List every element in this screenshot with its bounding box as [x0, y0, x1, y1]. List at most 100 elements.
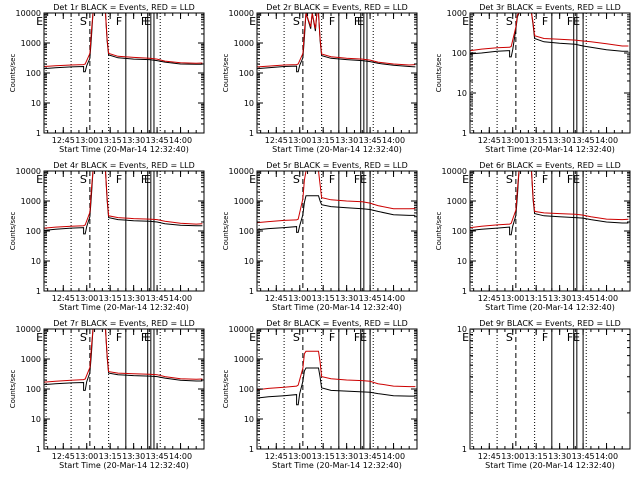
y-tick-label: 1000	[234, 355, 254, 364]
y-tick-label: 100	[452, 227, 467, 236]
y-tick-label: 1	[36, 129, 41, 138]
x-axis-label: Start Time (20-Mar-14 12:32:40)	[59, 303, 189, 312]
series-line-events	[470, 13, 629, 58]
chart-title: Det 2r BLACK = Events, RED = LLD	[266, 3, 408, 12]
x-tick-label: 13:15	[99, 452, 122, 461]
y-tick-label: 1000	[447, 197, 467, 206]
y-tick-label: 100	[239, 385, 254, 394]
x-tick-label: 14:00	[382, 136, 405, 145]
event-marker-label: E	[249, 331, 256, 344]
x-tick-label: 12:45	[265, 136, 288, 145]
series-line-lld	[257, 13, 416, 68]
event-marker-label: F	[354, 173, 360, 186]
x-tick-label: 13:15	[525, 294, 548, 303]
x-tick-label: 13:15	[312, 294, 335, 303]
series-line-events	[44, 329, 203, 391]
x-axis-label: Start Time (20-Mar-14 12:32:40)	[272, 303, 402, 312]
y-tick-label: 10	[31, 415, 41, 424]
event-marker-label: F	[354, 331, 360, 344]
series-line-events	[44, 13, 203, 73]
x-tick-label: 13:00	[501, 294, 524, 303]
chart-title: Det 1r BLACK = Events, RED = LLD	[53, 3, 195, 12]
y-tick-label: 10	[244, 257, 254, 266]
x-tick-label: 13:15	[525, 452, 548, 461]
chart-title: Det 5r BLACK = Events, RED = LLD	[266, 161, 408, 170]
plot-frame	[469, 12, 631, 134]
y-tick-label: 1	[36, 445, 41, 454]
y-tick-label: 10000	[229, 325, 254, 334]
x-tick-label: 13:00	[288, 452, 311, 461]
plot-frame	[43, 328, 205, 450]
x-tick-label: 13:45	[146, 294, 169, 303]
y-tick-label: 1000	[234, 39, 254, 48]
event-marker-label: E	[462, 331, 469, 344]
y-tick-label: 1000	[21, 355, 41, 364]
event-marker-label: F	[329, 173, 335, 186]
x-tick-label: 13:45	[359, 294, 382, 303]
y-tick-label: 10000	[16, 167, 41, 176]
x-tick-label: 13:30	[548, 136, 571, 145]
event-marker-label: E	[144, 15, 151, 28]
y-tick-label: 10000	[229, 167, 254, 176]
event-marker-label: E	[573, 331, 580, 344]
event-marker-label: E	[36, 15, 43, 28]
x-axis-label: Start Time (20-Mar-14 12:32:40)	[485, 303, 615, 312]
y-axis-label: Counts/sec	[9, 54, 17, 93]
event-marker-label: F	[542, 15, 548, 28]
event-marker-label: E	[360, 331, 367, 344]
x-tick-label: 13:30	[335, 294, 358, 303]
y-tick-label: 1000	[234, 197, 254, 206]
series-line-lld	[44, 329, 203, 383]
y-tick-label: 10000	[442, 167, 467, 176]
series-line-lld	[257, 350, 416, 391]
y-tick-label: 10000	[16, 9, 41, 18]
series-line-events	[257, 367, 416, 406]
plot-frame	[43, 170, 205, 292]
x-tick-label: 14:00	[595, 452, 618, 461]
event-marker-label: F	[567, 331, 573, 344]
y-tick-label: 10	[31, 257, 41, 266]
plot-frame	[256, 170, 418, 292]
event-marker-label: S	[506, 15, 513, 28]
y-tick-label: 1	[249, 129, 254, 138]
event-marker-label: S	[293, 331, 300, 344]
x-tick-label: 14:00	[382, 452, 405, 461]
x-tick-label: 13:00	[288, 294, 311, 303]
series-line-lld	[257, 171, 416, 224]
y-tick-label: 1000	[21, 39, 41, 48]
x-tick-label: 13:30	[122, 452, 145, 461]
y-tick-label: 100	[26, 385, 41, 394]
event-marker-label: E	[144, 331, 151, 344]
event-marker-label: S	[506, 173, 513, 186]
event-marker-label: F	[542, 331, 548, 344]
x-tick-label: 13:30	[122, 136, 145, 145]
x-axis-label: Start Time (20-Mar-14 12:32:40)	[272, 461, 402, 470]
event-marker-label: S	[80, 15, 87, 28]
x-tick-label: 12:45	[52, 136, 75, 145]
x-tick-label: 13:15	[525, 136, 548, 145]
x-tick-label: 13:30	[122, 294, 145, 303]
event-marker-label: E	[249, 15, 256, 28]
plot-frame	[43, 12, 205, 134]
x-tick-label: 14:00	[595, 294, 618, 303]
x-tick-label: 13:45	[572, 136, 595, 145]
y-tick-label: 10000	[16, 325, 41, 334]
y-tick-label: 10	[457, 325, 467, 334]
y-tick-label: 100	[452, 49, 467, 58]
y-tick-label: 100	[26, 69, 41, 78]
event-marker-label: S	[293, 173, 300, 186]
chart-title: Det 7r BLACK = Events, RED = LLD	[53, 319, 195, 328]
series-line-events	[257, 13, 416, 73]
y-tick-label: 10000	[229, 9, 254, 18]
event-marker-label: F	[141, 331, 147, 344]
y-axis-label: Counts/sec	[222, 370, 230, 409]
event-marker-label: F	[567, 173, 573, 186]
x-tick-label: 13:00	[75, 294, 98, 303]
y-tick-label: 1	[462, 445, 467, 454]
y-tick-label: 10	[457, 89, 467, 98]
series-line-lld	[44, 13, 203, 67]
y-tick-label: 1000	[447, 9, 467, 18]
